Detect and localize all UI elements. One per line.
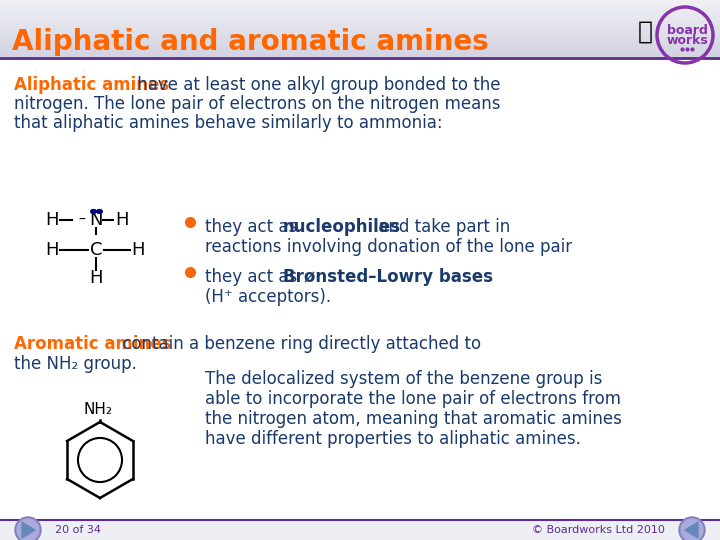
Text: 20 of 34: 20 of 34 bbox=[55, 525, 101, 535]
Bar bbox=[0, 25, 720, 26]
Text: that aliphatic amines behave similarly to ammonia:: that aliphatic amines behave similarly t… bbox=[14, 114, 443, 132]
Bar bbox=[0, 39, 720, 40]
Polygon shape bbox=[22, 522, 35, 538]
Bar bbox=[0, 7, 720, 8]
Text: the nitrogen atom, meaning that aromatic amines: the nitrogen atom, meaning that aromatic… bbox=[205, 410, 622, 428]
Bar bbox=[0, 16, 720, 17]
Text: Aliphatic and aromatic amines: Aliphatic and aromatic amines bbox=[12, 28, 489, 56]
Text: board: board bbox=[667, 24, 708, 37]
Circle shape bbox=[17, 519, 39, 540]
Bar bbox=[0, 45, 720, 46]
Bar bbox=[0, 51, 720, 52]
Bar bbox=[0, 52, 720, 53]
Text: © Boardworks Ltd 2010: © Boardworks Ltd 2010 bbox=[532, 525, 665, 535]
Bar bbox=[0, 5, 720, 6]
Text: The delocalized system of the benzene group is: The delocalized system of the benzene gr… bbox=[205, 370, 603, 388]
Bar bbox=[0, 11, 720, 12]
Text: Aliphatic amines: Aliphatic amines bbox=[14, 76, 169, 94]
Text: nitrogen. The lone pair of electrons on the nitrogen means: nitrogen. The lone pair of electrons on … bbox=[14, 95, 500, 113]
Bar bbox=[0, 23, 720, 24]
Bar bbox=[0, 47, 720, 48]
Bar bbox=[0, 520, 720, 540]
Text: 📖: 📖 bbox=[637, 20, 652, 44]
Polygon shape bbox=[685, 522, 698, 538]
Text: able to incorporate the lone pair of electrons from: able to incorporate the lone pair of ele… bbox=[205, 390, 621, 408]
Bar bbox=[0, 31, 720, 32]
Bar bbox=[0, 41, 720, 42]
Bar bbox=[0, 13, 720, 14]
Bar bbox=[0, 53, 720, 54]
Text: C: C bbox=[90, 241, 102, 259]
Bar bbox=[5, 62, 715, 515]
Text: have at least one alkyl group bonded to the: have at least one alkyl group bonded to … bbox=[132, 76, 500, 94]
Bar bbox=[0, 38, 720, 39]
Circle shape bbox=[15, 517, 41, 540]
Text: have different properties to aliphatic amines.: have different properties to aliphatic a… bbox=[205, 430, 581, 448]
Bar bbox=[0, 28, 720, 29]
Bar bbox=[0, 35, 720, 36]
Bar bbox=[0, 33, 720, 34]
Bar bbox=[0, 8, 720, 9]
Text: Aromatic amines: Aromatic amines bbox=[14, 335, 171, 353]
Text: reactions involving donation of the lone pair: reactions involving donation of the lone… bbox=[205, 238, 572, 256]
Text: N: N bbox=[89, 211, 103, 229]
Bar bbox=[0, 27, 720, 28]
Bar bbox=[0, 0, 720, 1]
Bar bbox=[0, 56, 720, 57]
Bar bbox=[0, 44, 720, 45]
Bar bbox=[0, 1, 720, 2]
Bar bbox=[0, 37, 720, 38]
Bar bbox=[0, 54, 720, 55]
Text: (H⁺ acceptors).: (H⁺ acceptors). bbox=[205, 288, 331, 306]
Bar bbox=[0, 50, 720, 51]
Circle shape bbox=[679, 517, 705, 540]
Bar bbox=[0, 43, 720, 44]
Bar bbox=[0, 22, 720, 23]
Text: –: – bbox=[78, 213, 86, 227]
Text: H: H bbox=[45, 211, 59, 229]
Bar bbox=[0, 40, 720, 41]
Bar bbox=[0, 3, 720, 4]
Text: works: works bbox=[666, 35, 708, 48]
Circle shape bbox=[681, 519, 703, 540]
Bar bbox=[0, 2, 720, 3]
Bar bbox=[0, 46, 720, 47]
Bar bbox=[0, 10, 720, 11]
Text: they act as: they act as bbox=[205, 218, 302, 236]
Bar bbox=[0, 42, 720, 43]
Bar bbox=[0, 6, 720, 7]
Bar bbox=[0, 34, 720, 35]
Bar bbox=[0, 12, 720, 13]
Text: and take part in: and take part in bbox=[373, 218, 510, 236]
Bar bbox=[0, 18, 720, 19]
Bar bbox=[0, 49, 720, 50]
Bar bbox=[0, 26, 720, 27]
Bar bbox=[0, 17, 720, 18]
Bar bbox=[0, 21, 720, 22]
Text: nucleophiles: nucleophiles bbox=[283, 218, 401, 236]
Text: contain a benzene ring directly attached to: contain a benzene ring directly attached… bbox=[117, 335, 481, 353]
Bar bbox=[0, 48, 720, 49]
Bar bbox=[0, 36, 720, 37]
Text: H: H bbox=[131, 241, 145, 259]
Bar bbox=[0, 55, 720, 56]
Text: Brønsted–Lowry bases: Brønsted–Lowry bases bbox=[283, 268, 493, 286]
Bar bbox=[0, 32, 720, 33]
Bar bbox=[0, 14, 720, 15]
Bar bbox=[0, 15, 720, 16]
Bar bbox=[0, 30, 720, 31]
Text: they act as: they act as bbox=[205, 268, 302, 286]
Bar bbox=[0, 9, 720, 10]
Bar bbox=[0, 4, 720, 5]
Text: the NH₂ group.: the NH₂ group. bbox=[14, 355, 137, 373]
Bar bbox=[0, 29, 720, 30]
Bar bbox=[0, 24, 720, 25]
Text: H: H bbox=[45, 241, 59, 259]
Text: H: H bbox=[89, 269, 103, 287]
Bar bbox=[0, 19, 720, 20]
Bar bbox=[0, 20, 720, 21]
Text: H: H bbox=[115, 211, 129, 229]
Bar bbox=[0, 57, 720, 58]
Text: NH₂: NH₂ bbox=[84, 402, 112, 417]
